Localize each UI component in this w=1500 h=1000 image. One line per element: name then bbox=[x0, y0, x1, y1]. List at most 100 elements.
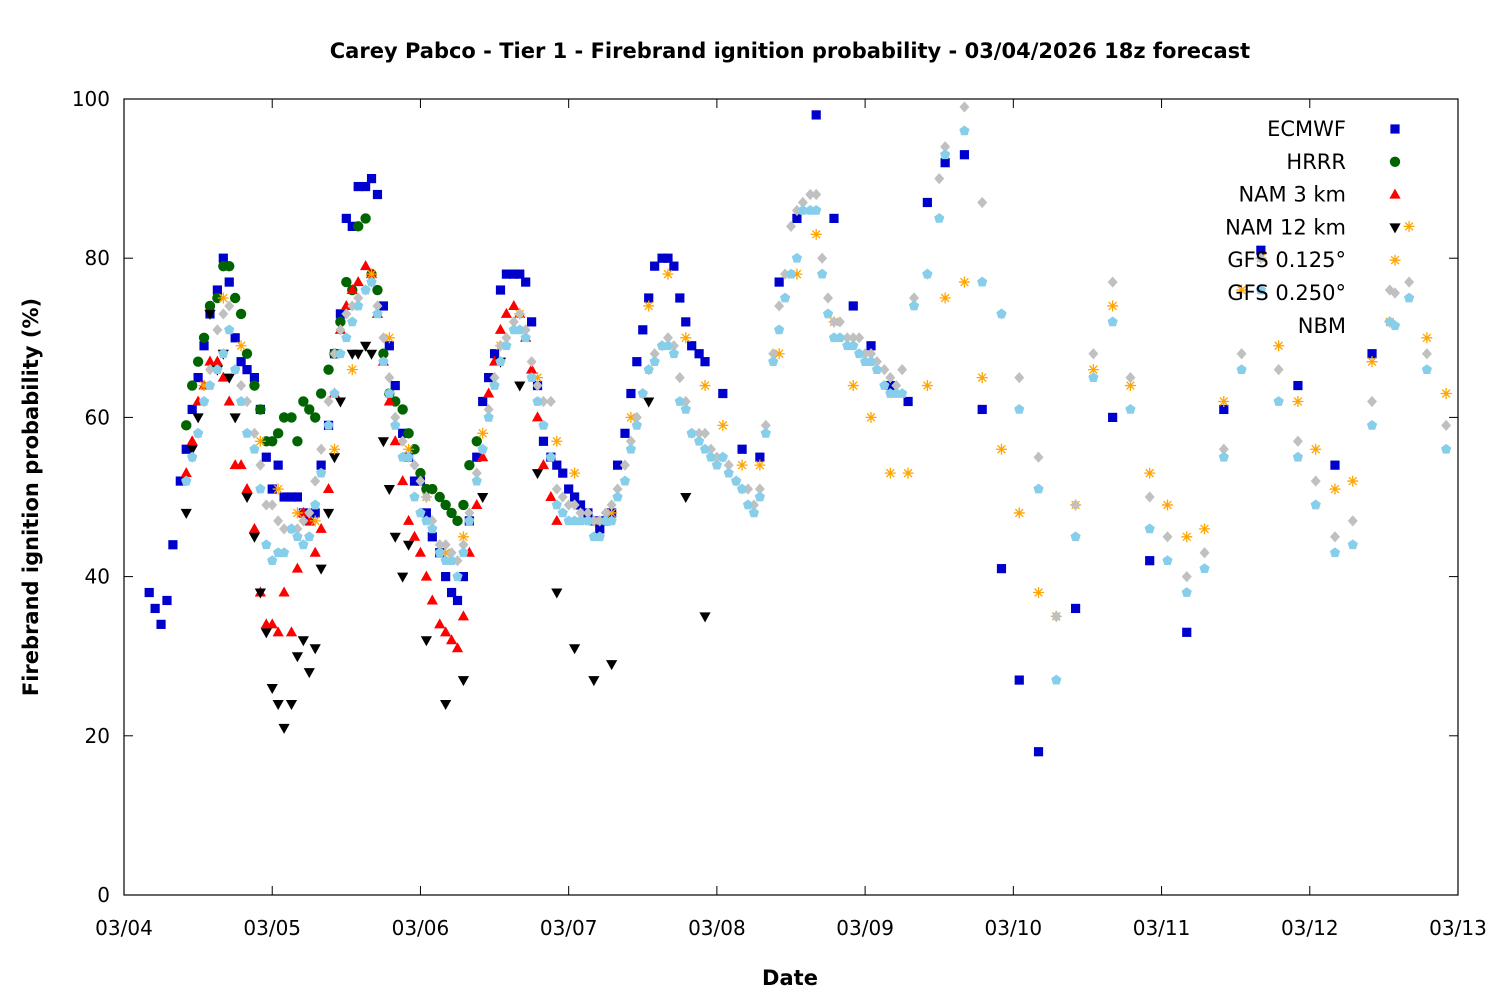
data-point bbox=[1329, 531, 1340, 543]
data-point bbox=[272, 626, 284, 637]
data-point bbox=[458, 572, 469, 582]
data-point bbox=[760, 419, 771, 431]
data-point bbox=[1441, 443, 1452, 454]
data-point bbox=[625, 411, 637, 423]
data-point bbox=[1219, 404, 1229, 415]
data-point bbox=[477, 443, 488, 454]
data-point bbox=[866, 348, 877, 360]
data-point bbox=[1108, 412, 1118, 422]
data-point bbox=[384, 341, 394, 351]
data-point bbox=[699, 612, 711, 623]
data-point bbox=[328, 453, 341, 464]
data-point bbox=[520, 332, 531, 343]
data-point bbox=[575, 500, 586, 510]
data-point bbox=[421, 491, 432, 503]
data-point bbox=[397, 404, 408, 415]
data-point bbox=[1218, 443, 1229, 455]
data-point bbox=[409, 491, 420, 502]
data-point bbox=[260, 628, 272, 639]
data-point bbox=[144, 587, 154, 598]
data-point bbox=[415, 467, 426, 479]
data-point bbox=[366, 268, 378, 280]
series-ecmwf bbox=[144, 110, 1377, 757]
data-point bbox=[1236, 284, 1248, 296]
data-point bbox=[261, 452, 271, 462]
data-point bbox=[828, 316, 839, 328]
data-point bbox=[471, 475, 482, 486]
data-point bbox=[879, 364, 890, 376]
data-point bbox=[940, 158, 950, 168]
data-point bbox=[1292, 451, 1304, 462]
data-point bbox=[236, 357, 246, 367]
legend-label: NBM bbox=[1298, 314, 1346, 338]
data-point bbox=[637, 388, 648, 398]
data-point bbox=[249, 373, 260, 383]
data-point bbox=[508, 299, 520, 310]
data-point bbox=[897, 388, 908, 398]
data-point bbox=[1236, 364, 1247, 375]
data-point bbox=[390, 419, 401, 430]
data-point bbox=[1310, 499, 1321, 510]
legend-label: GFS 0.250° bbox=[1227, 281, 1346, 305]
data-point bbox=[472, 452, 482, 462]
data-point bbox=[959, 101, 970, 113]
data-point bbox=[594, 531, 605, 542]
data-point bbox=[353, 300, 364, 311]
data-point bbox=[675, 293, 685, 303]
legend-label: NAM 3 km bbox=[1238, 183, 1346, 207]
data-point bbox=[390, 411, 401, 423]
data-point bbox=[1310, 443, 1322, 455]
data-point bbox=[879, 380, 890, 390]
data-point bbox=[315, 564, 327, 575]
data-point bbox=[224, 300, 235, 312]
data-point bbox=[797, 196, 808, 209]
x-tick-label: 03/06 bbox=[392, 916, 450, 940]
data-point bbox=[267, 555, 278, 566]
data-point bbox=[457, 531, 469, 543]
data-point bbox=[241, 483, 253, 494]
data-point bbox=[360, 213, 371, 224]
data-point bbox=[193, 373, 203, 383]
data-point bbox=[1255, 284, 1266, 295]
data-point bbox=[606, 515, 617, 526]
data-point bbox=[551, 588, 563, 599]
data-point bbox=[791, 252, 803, 263]
data-point bbox=[1070, 603, 1081, 614]
data-point bbox=[223, 373, 235, 384]
data-point bbox=[389, 532, 401, 543]
data-point bbox=[279, 492, 289, 502]
data-point bbox=[1033, 587, 1045, 599]
data-point bbox=[477, 451, 489, 462]
data-point bbox=[1161, 499, 1173, 511]
data-point bbox=[341, 332, 352, 343]
data-point bbox=[1181, 587, 1192, 597]
data-point bbox=[531, 469, 544, 480]
data-point bbox=[643, 397, 655, 408]
data-point bbox=[520, 324, 531, 336]
data-point bbox=[186, 445, 198, 456]
data-point bbox=[748, 499, 759, 511]
data-point bbox=[650, 261, 660, 271]
x-tick-label: 03/11 bbox=[1133, 916, 1191, 940]
data-point bbox=[235, 459, 247, 470]
data-point bbox=[773, 348, 785, 360]
data-point bbox=[328, 443, 340, 455]
data-point bbox=[1144, 467, 1156, 479]
data-point bbox=[229, 413, 241, 424]
data-point bbox=[457, 610, 470, 621]
data-point bbox=[737, 444, 747, 454]
data-point bbox=[557, 491, 568, 503]
legend-marker bbox=[1389, 223, 1401, 234]
data-point bbox=[768, 348, 779, 360]
data-point bbox=[526, 363, 538, 374]
data-point bbox=[1033, 483, 1044, 494]
data-point bbox=[897, 364, 908, 376]
legend-marker bbox=[1389, 188, 1401, 199]
data-point bbox=[1199, 523, 1211, 535]
data-point bbox=[619, 459, 630, 471]
data-point bbox=[797, 205, 808, 215]
data-point bbox=[1070, 531, 1081, 542]
data-point bbox=[699, 380, 711, 392]
data-point bbox=[551, 483, 562, 495]
data-point bbox=[891, 379, 902, 392]
